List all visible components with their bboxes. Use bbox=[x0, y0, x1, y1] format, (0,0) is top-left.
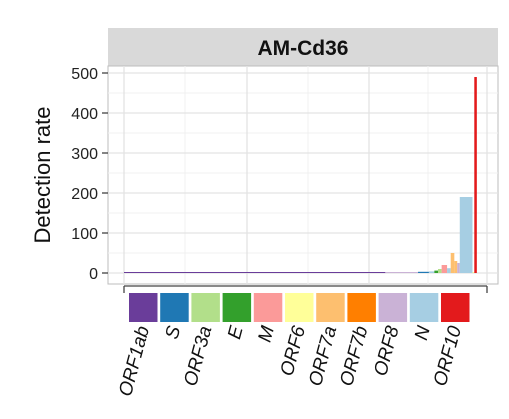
legend-swatch-orf10 bbox=[441, 293, 470, 322]
gene-label-orf6: ORF6 bbox=[277, 323, 311, 378]
plot-panel bbox=[107, 65, 499, 285]
gene-label-e: E bbox=[224, 324, 248, 342]
bar-orf3a bbox=[437, 269, 442, 273]
bar-orf7a bbox=[454, 261, 458, 273]
legend-swatch-s bbox=[160, 293, 189, 322]
y-tick-label: 500 bbox=[71, 66, 98, 83]
bar-orf6 bbox=[472, 272, 475, 273]
legend-swatch-orf7b bbox=[347, 293, 376, 322]
bar-m bbox=[441, 265, 448, 273]
bar-orf10 bbox=[474, 77, 477, 273]
gene-label-orf7b: ORF7b bbox=[336, 324, 372, 389]
y-tick-label: 0 bbox=[89, 266, 98, 283]
legend-swatch-orf7a bbox=[316, 293, 345, 322]
y-axis: 0 100 200 300 400 500 bbox=[71, 66, 108, 283]
gene-label-orf1ab: ORF1ab bbox=[115, 324, 154, 399]
facet-strip bbox=[108, 28, 498, 66]
legend-swatch-orf1ab bbox=[129, 293, 158, 322]
gene-label-orf10: ORF10 bbox=[430, 323, 466, 388]
bar-s bbox=[418, 271, 429, 273]
bar-orf7a bbox=[450, 253, 455, 273]
gene-label-n: N bbox=[411, 324, 435, 343]
y-tick-label: 100 bbox=[71, 226, 98, 243]
gene-label-orf8: ORF8 bbox=[370, 323, 404, 378]
legend-swatch-e bbox=[222, 293, 252, 322]
legend-swatch-orf6 bbox=[285, 293, 314, 322]
y-tick-label: 200 bbox=[71, 186, 98, 203]
gene-label-m: M bbox=[254, 324, 278, 345]
bar-e bbox=[434, 270, 438, 273]
gene-label-orf7a: ORF7a bbox=[305, 324, 341, 389]
legend-swatch-m bbox=[253, 293, 283, 322]
bar-orf8 bbox=[457, 263, 460, 273]
gene-label-s: S bbox=[162, 324, 186, 342]
chart-title: AM-Cd36 bbox=[257, 37, 348, 60]
bars bbox=[124, 77, 477, 273]
bar-orf1ab bbox=[124, 272, 386, 273]
y-tick-label: 400 bbox=[71, 106, 98, 123]
bar-orf8 bbox=[385, 272, 419, 273]
gene-label-orf3a: ORF3a bbox=[180, 324, 216, 389]
bar-n bbox=[428, 271, 435, 273]
bar-n bbox=[459, 197, 473, 273]
y-axis-label: Detection rate bbox=[30, 107, 55, 244]
bar-n bbox=[447, 268, 451, 273]
legend-swatch-orf8 bbox=[378, 293, 408, 322]
legend-swatch-orf3a bbox=[191, 293, 220, 322]
grid-minor bbox=[108, 66, 498, 284]
legend-swatch-n bbox=[409, 293, 439, 322]
y-tick-label: 300 bbox=[71, 146, 98, 163]
